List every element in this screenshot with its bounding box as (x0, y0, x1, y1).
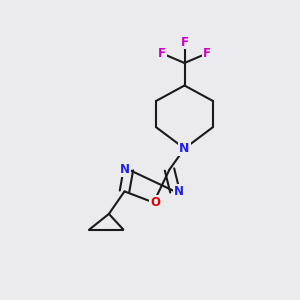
Text: N: N (120, 163, 130, 176)
Text: F: F (181, 35, 188, 49)
Text: F: F (158, 47, 166, 60)
Text: N: N (173, 185, 184, 198)
Text: F: F (203, 47, 211, 60)
Text: N: N (179, 142, 190, 155)
Text: O: O (150, 196, 160, 209)
